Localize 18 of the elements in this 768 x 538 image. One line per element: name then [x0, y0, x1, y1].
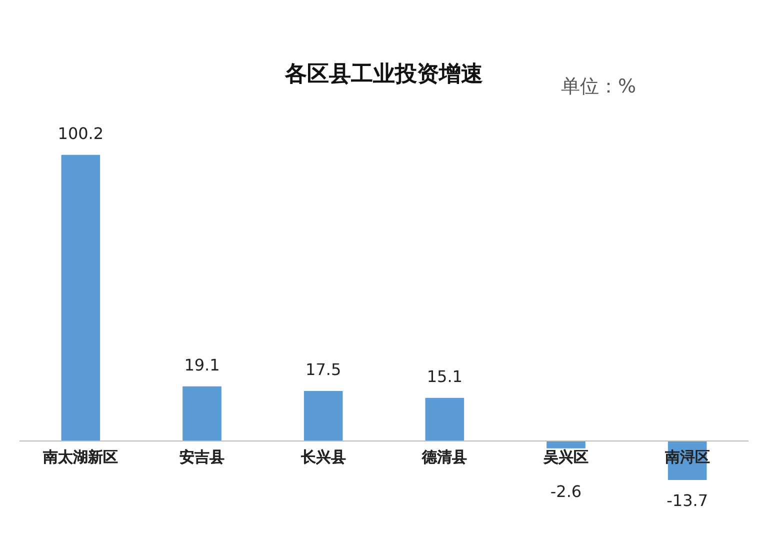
x-tick-label: 安吉县 — [180, 448, 224, 466]
data-label: 17.5 — [306, 360, 342, 380]
data-label: 19.1 — [184, 356, 220, 375]
bar — [546, 440, 586, 448]
bar — [61, 154, 100, 441]
data-label: -13.7 — [666, 491, 708, 510]
data-label: 15.1 — [426, 366, 462, 386]
bar — [304, 390, 343, 441]
x-tick-label: 吴兴区 — [542, 448, 588, 466]
data-label: 100.2 — [58, 124, 104, 144]
x-tick-label: 德清县 — [421, 448, 468, 466]
x-tick-label: 长兴县 — [300, 448, 346, 466]
bar — [425, 398, 464, 441]
data-label: -2.6 — [550, 482, 582, 502]
text: 单位：% — [560, 75, 636, 98]
bar — [182, 386, 222, 441]
x-tick-label: 南太湖新区 — [42, 448, 118, 466]
chart-title: 各区县工业投资增速 — [284, 62, 483, 87]
